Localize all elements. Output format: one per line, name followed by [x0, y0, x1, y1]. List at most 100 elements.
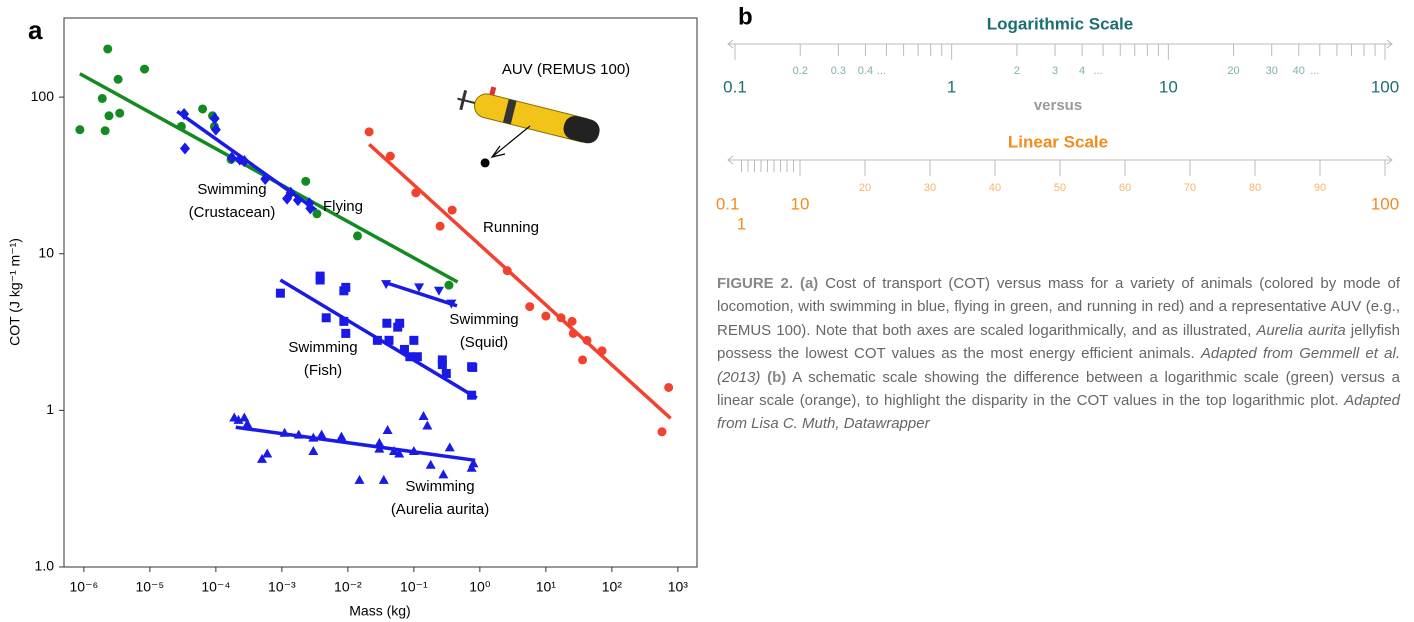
series-label: (Squid) [460, 334, 508, 351]
lin-major-label: 1 [737, 214, 746, 233]
point [316, 429, 327, 439]
lin-minor-label: 20 [859, 182, 871, 194]
point [385, 151, 395, 161]
log-minor-label: 0.3 [831, 65, 846, 77]
lin-major-label: 10 [791, 194, 810, 213]
point [578, 355, 588, 365]
point [354, 474, 365, 484]
log-scale-title: Logarithmic Scale [987, 14, 1133, 33]
point [374, 443, 385, 453]
point [657, 427, 667, 437]
lin-minor-label: 80 [1249, 182, 1261, 194]
series-label: Swimming [197, 181, 266, 198]
log-major-label: 0.1 [723, 77, 747, 96]
x-tick-label: 10⁻⁵ [135, 579, 164, 595]
plot-frame [63, 17, 698, 568]
point [409, 335, 419, 345]
fit-line [383, 280, 458, 308]
point [388, 446, 399, 456]
caption-run: FIGURE 2. [717, 275, 794, 292]
point [525, 302, 535, 312]
point [433, 286, 444, 296]
point [279, 427, 290, 437]
log-minor-label: 4 [1079, 65, 1085, 77]
point [256, 453, 267, 463]
point [292, 194, 303, 207]
panel-label: b [738, 3, 753, 30]
caption-run: (a) [799, 275, 819, 292]
auv-image [457, 86, 600, 158]
series-label: Swimming [449, 311, 518, 328]
log-minor-label: 20 [1227, 65, 1239, 77]
log-minor-label: 0.2 [793, 65, 808, 77]
point [308, 446, 319, 456]
point [467, 390, 477, 400]
point [408, 446, 419, 456]
x-tick-label: 10⁻² [334, 579, 362, 595]
point [364, 127, 374, 137]
series-label: Running [483, 219, 539, 236]
point [315, 275, 325, 285]
y-tick-label: 1.0 [35, 558, 55, 574]
point [275, 288, 285, 298]
point [405, 352, 415, 362]
caption-run: Cost of transport (COT) versus mass for … [717, 275, 1400, 339]
lin-major-label: 0.1 [716, 194, 740, 213]
point [115, 108, 125, 118]
point [480, 158, 490, 168]
series-label: (Aurelia aurita) [391, 501, 489, 518]
point [242, 418, 253, 428]
series-label: Swimming [288, 339, 357, 356]
point [412, 352, 422, 362]
point [75, 125, 85, 135]
linear-scale-title: Linear Scale [1008, 132, 1108, 151]
point [466, 462, 477, 472]
point [341, 328, 351, 338]
point [395, 318, 405, 328]
point [341, 282, 351, 292]
point [140, 64, 150, 74]
x-tick-label: 10⁻⁶ [70, 579, 99, 595]
point [567, 316, 577, 326]
point [441, 368, 451, 378]
y-tick-label: 100 [31, 88, 55, 104]
point [210, 123, 221, 136]
caption-run: jellyfish possess the lowest COT values … [717, 321, 1400, 363]
point [198, 104, 208, 114]
point [541, 311, 551, 321]
point [382, 424, 393, 434]
x-tick-label: 10² [602, 579, 623, 595]
x-axis-title: Mass (kg) [349, 603, 410, 619]
log-ellipsis: ... [1310, 65, 1319, 77]
point [103, 44, 113, 54]
caption-run: A schematic scale showing the difference… [717, 368, 1401, 410]
point [372, 335, 382, 345]
point [664, 382, 674, 392]
point [435, 221, 445, 231]
point [97, 93, 107, 103]
point [381, 280, 392, 290]
point [468, 362, 478, 372]
log-minor-label: 2 [1014, 65, 1020, 77]
lin-minor-label: 40 [989, 182, 1001, 194]
x-tick-label: 10⁻¹ [400, 579, 428, 595]
point [308, 432, 319, 442]
log-ellipsis: ... [1094, 65, 1103, 77]
point [411, 188, 421, 198]
caption-run: (b) [767, 368, 787, 386]
series-label: AUV (REMUS 100) [502, 61, 630, 78]
lin-minor-label: 30 [924, 182, 936, 194]
point [582, 335, 592, 345]
point [418, 411, 429, 421]
point [339, 316, 349, 326]
versus-label: versus [1034, 97, 1082, 114]
point [425, 459, 436, 469]
y-tick-label: 10 [38, 244, 54, 260]
point [176, 121, 186, 131]
point [444, 442, 455, 452]
point [226, 151, 237, 164]
x-tick-label: 10⁰ [469, 579, 491, 595]
point [353, 231, 363, 241]
